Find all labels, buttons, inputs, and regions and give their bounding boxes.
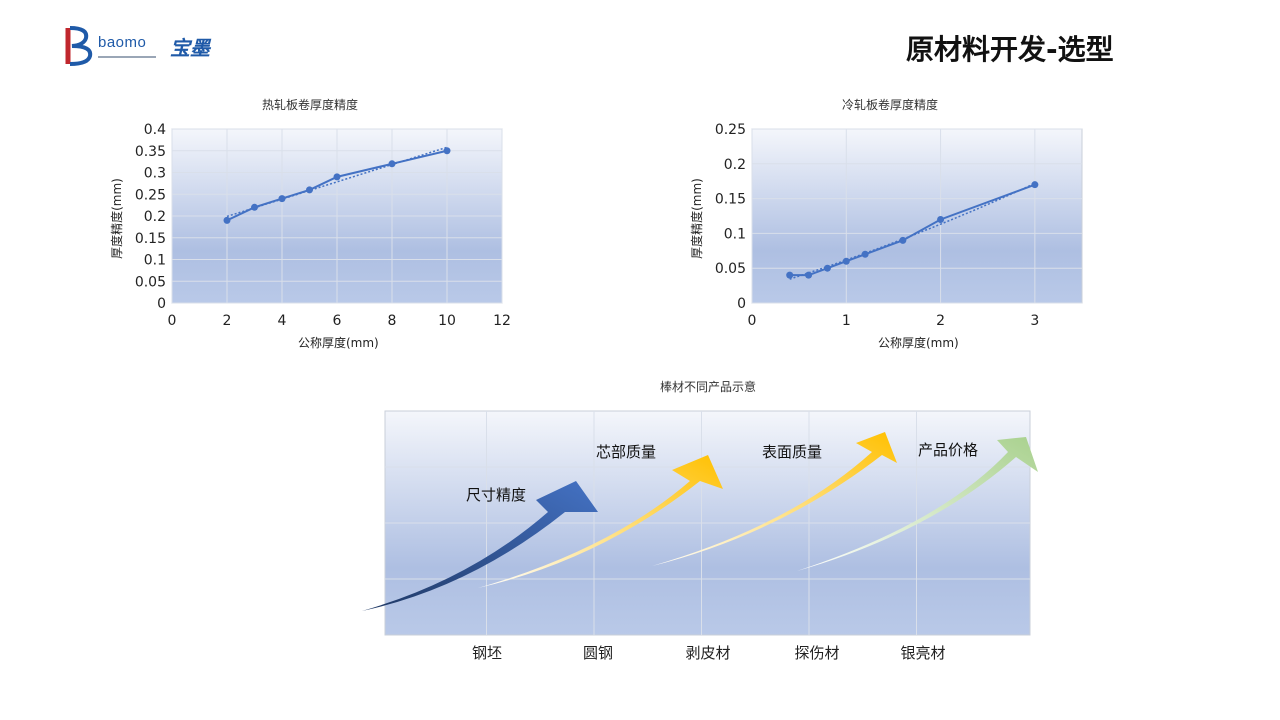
y-tick-label: 0.2 bbox=[724, 157, 746, 173]
data-point bbox=[278, 195, 286, 203]
logo-wordmark: baomo bbox=[98, 34, 147, 51]
x-tick-label: 6 bbox=[333, 313, 342, 329]
x-tick-label: 4 bbox=[278, 313, 287, 329]
y-tick-label: 0 bbox=[737, 296, 746, 312]
chart2-plot: 0 0.05 0.1 0.15 0.2 0.25 0 1 2 3 bbox=[715, 122, 1083, 329]
slide-title: 原材料开发-选型 bbox=[906, 33, 1114, 66]
chart3-title: 棒材不同产品示意 bbox=[659, 380, 757, 394]
arrow-label-surface-quality: 表面质量 bbox=[762, 443, 823, 461]
category-label: 钢坯 bbox=[471, 644, 503, 662]
chart1-xlabel: 公称厚度(mm) bbox=[298, 336, 379, 350]
category-label: 银亮材 bbox=[900, 644, 946, 662]
data-point bbox=[937, 215, 945, 223]
chart2-xlabel: 公称厚度(mm) bbox=[878, 336, 959, 350]
data-point bbox=[388, 160, 396, 168]
y-tick-label: 0 bbox=[157, 296, 166, 312]
category-label: 剥皮材 bbox=[685, 644, 731, 662]
y-tick-label: 0.25 bbox=[715, 122, 746, 138]
x-tick-label: 2 bbox=[223, 313, 232, 329]
x-tick-label: 8 bbox=[388, 313, 397, 329]
y-tick-label: 0.1 bbox=[144, 253, 166, 269]
trend-arrow bbox=[797, 437, 1038, 571]
y-tick-label: 0.35 bbox=[135, 144, 166, 160]
y-tick-label: 0.05 bbox=[135, 274, 166, 290]
arrow-label-dimension: 尺寸精度 bbox=[466, 486, 527, 504]
company-logo: baomo 宝墨 bbox=[64, 24, 224, 68]
data-point bbox=[842, 257, 850, 265]
x-tick-label: 0 bbox=[168, 313, 177, 329]
y-tick-label: 0.4 bbox=[144, 122, 166, 138]
category-label: 探伤材 bbox=[794, 644, 840, 662]
chart1-title: 热轧板卷厚度精度 bbox=[261, 98, 359, 112]
logo-b-mark-icon bbox=[65, 26, 93, 66]
y-tick-label: 0.2 bbox=[144, 209, 166, 225]
x-tick-label: 0 bbox=[748, 313, 757, 329]
data-point bbox=[333, 173, 341, 181]
data-point bbox=[805, 271, 813, 279]
data-point bbox=[306, 186, 313, 194]
y-tick-label: 0.15 bbox=[135, 231, 166, 247]
data-point bbox=[861, 250, 869, 258]
data-point bbox=[899, 236, 907, 244]
data-point bbox=[823, 264, 831, 272]
logo-underline bbox=[98, 56, 156, 58]
x-tick-label: 3 bbox=[1030, 313, 1039, 329]
trend-arrow bbox=[478, 455, 723, 588]
data-point bbox=[443, 147, 451, 155]
y-tick-label: 0.25 bbox=[135, 187, 166, 203]
data-point bbox=[223, 216, 231, 224]
trend-arrow bbox=[362, 481, 598, 611]
data-point bbox=[786, 271, 794, 279]
x-tick-label: 1 bbox=[842, 313, 851, 329]
y-tick-label: 0.1 bbox=[724, 226, 746, 242]
x-tick-label: 2 bbox=[936, 313, 945, 329]
x-tick-label: 12 bbox=[493, 313, 511, 329]
y-tick-label: 0.3 bbox=[144, 166, 166, 182]
chart1-plot: 0 0.05 0.1 0.15 0.2 0.25 0.3 0.35 0.4 0 2 4 6 8 10 12 bbox=[135, 122, 511, 329]
chart2-title: 冷轧板卷厚度精度 bbox=[841, 98, 939, 112]
y-tick-label: 0.15 bbox=[715, 192, 746, 208]
category-label: 圆钢 bbox=[582, 644, 614, 662]
arrow-label-price: 产品价格 bbox=[918, 441, 979, 459]
data-point bbox=[251, 203, 258, 211]
logo-chinese-name: 宝墨 bbox=[170, 36, 210, 60]
x-tick-label: 10 bbox=[438, 313, 456, 329]
arrow-label-core-quality: 芯部质量 bbox=[596, 443, 657, 461]
trend-arrow bbox=[652, 432, 897, 566]
data-point bbox=[1031, 181, 1039, 189]
y-tick-label: 0.05 bbox=[715, 261, 746, 277]
